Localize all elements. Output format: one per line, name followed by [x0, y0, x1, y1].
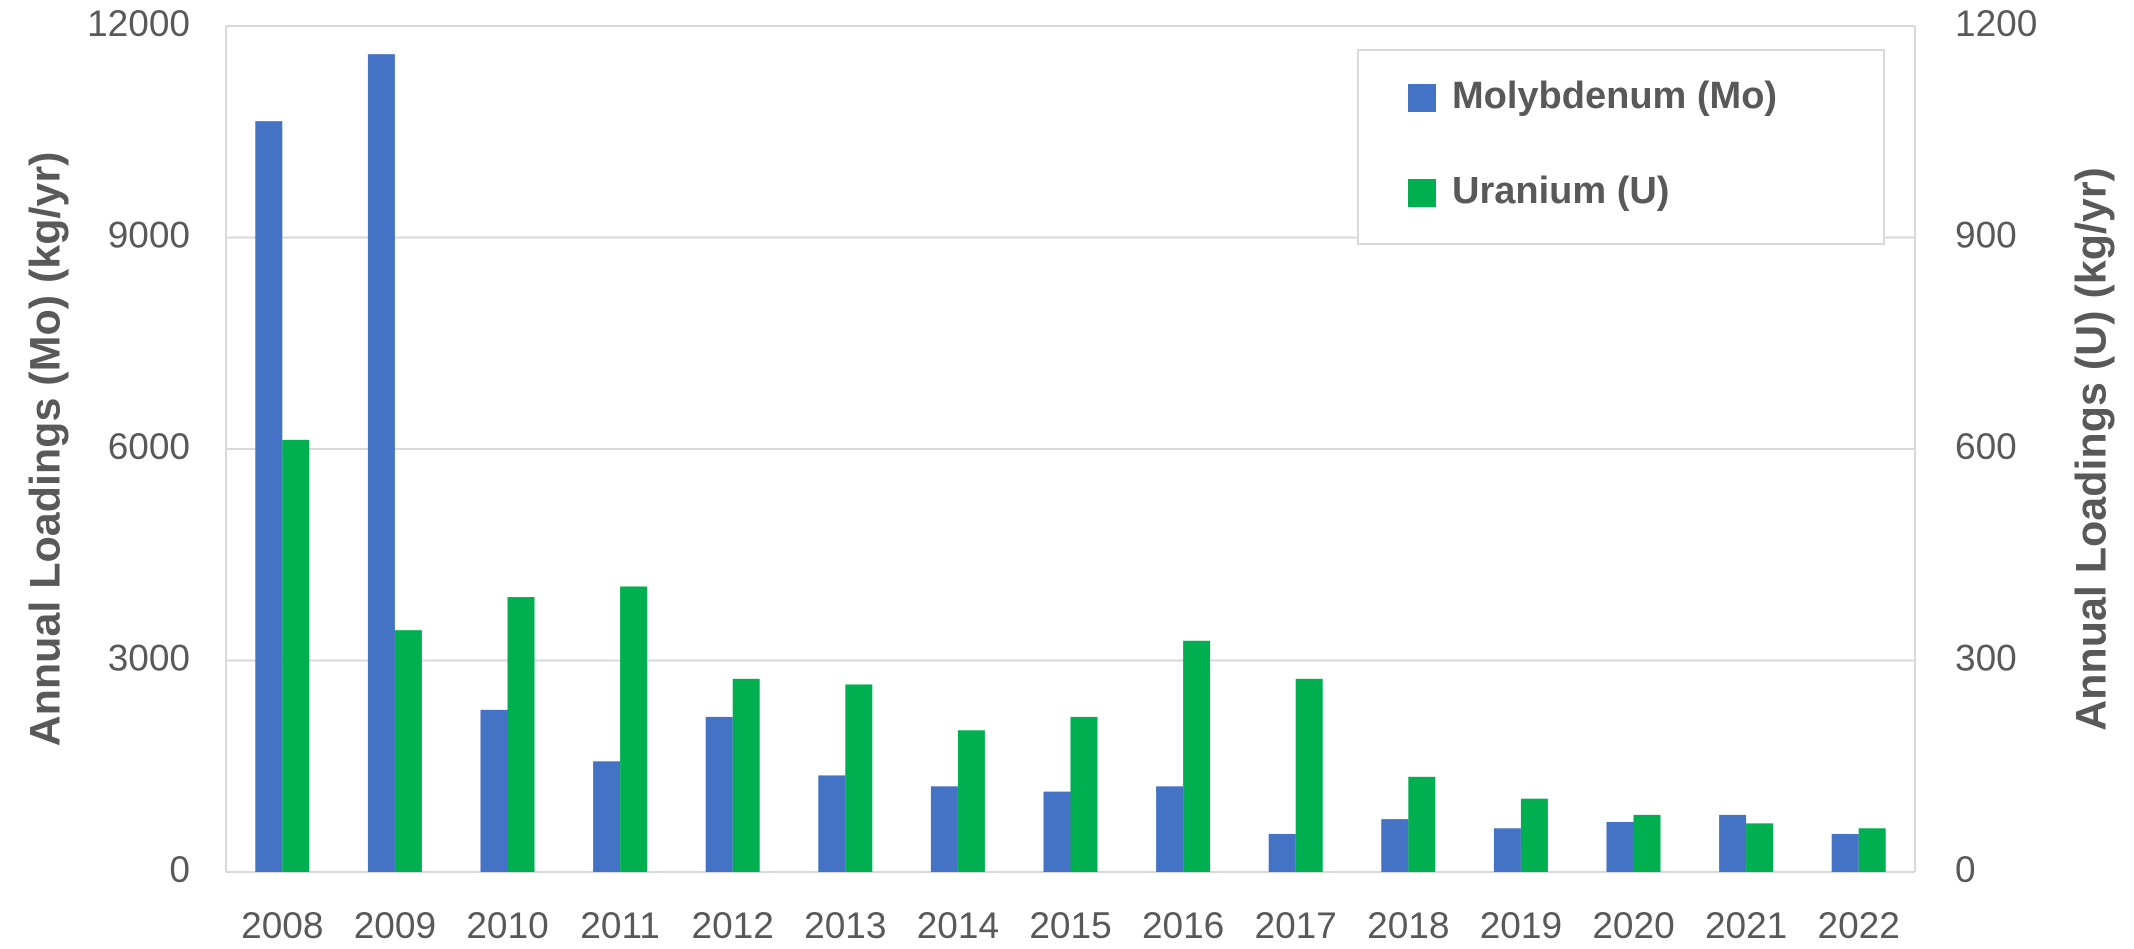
y-tick-label: 6000 [108, 426, 190, 467]
x-tick-label: 2016 [1142, 905, 1224, 946]
x-tick-label: 2013 [804, 905, 886, 946]
bar [705, 716, 733, 872]
y2-tick-label: 600 [1955, 426, 2017, 467]
legend-swatch [1408, 84, 1436, 112]
bar [818, 775, 846, 872]
bar [1520, 798, 1548, 872]
bar [282, 439, 310, 872]
x-tick-label: 2018 [1367, 905, 1449, 946]
bar [1070, 716, 1098, 872]
x-tick-label: 2008 [241, 905, 323, 946]
bar [1268, 833, 1296, 872]
x-tick-label: 2009 [354, 905, 436, 946]
bar [732, 678, 760, 872]
bar [1408, 776, 1436, 872]
y2-tick-label: 300 [1955, 637, 2017, 678]
bar [1493, 828, 1521, 872]
x-tick-label: 2014 [917, 905, 999, 946]
x-tick-label: 2022 [1818, 905, 1900, 946]
x-tick-label: 2010 [466, 905, 548, 946]
bar [367, 54, 395, 872]
bar [1381, 819, 1409, 872]
bar [845, 684, 873, 872]
bar [593, 761, 621, 872]
bar [957, 730, 985, 872]
y2-tick-label: 0 [1955, 849, 1976, 890]
y-tick-label: 3000 [108, 637, 190, 678]
bar [1606, 821, 1634, 872]
legend-label: Molybdenum (Mo) [1452, 75, 1777, 117]
bar [480, 709, 508, 872]
y-tick-label: 12000 [87, 3, 190, 44]
bar [1831, 833, 1859, 872]
bar [1043, 791, 1071, 872]
y-tick-label: 0 [169, 849, 190, 890]
bar [507, 597, 535, 872]
y2-axis-title: Annual Loadings (U) (kg/yr) [2067, 167, 2115, 731]
bar [394, 630, 422, 872]
y-axis-title: Annual Loadings (Mo) (kg/yr) [21, 152, 69, 747]
bar [1633, 814, 1661, 872]
bar [930, 786, 958, 872]
x-tick-label: 2012 [692, 905, 774, 946]
legend-box [1357, 49, 1885, 245]
bar [1719, 814, 1747, 872]
bar [1746, 823, 1774, 872]
bar [1156, 786, 1184, 872]
legend-swatch [1408, 179, 1436, 207]
bar [1295, 678, 1323, 872]
y2-tick-label: 900 [1955, 214, 2017, 255]
x-tick-label: 2017 [1255, 905, 1337, 946]
bar [620, 586, 648, 872]
x-tick-label: 2020 [1592, 905, 1674, 946]
y-tick-label: 9000 [108, 214, 190, 255]
y2-tick-label: 1200 [1955, 3, 2037, 44]
bar [1183, 640, 1211, 872]
x-tick-label: 2021 [1705, 905, 1787, 946]
bar [1858, 828, 1886, 872]
bar [255, 121, 283, 873]
x-tick-label: 2019 [1480, 905, 1562, 946]
legend-label: Uranium (U) [1452, 170, 1669, 212]
x-tick-label: 2011 [580, 905, 660, 946]
x-tick-label: 2015 [1029, 905, 1111, 946]
